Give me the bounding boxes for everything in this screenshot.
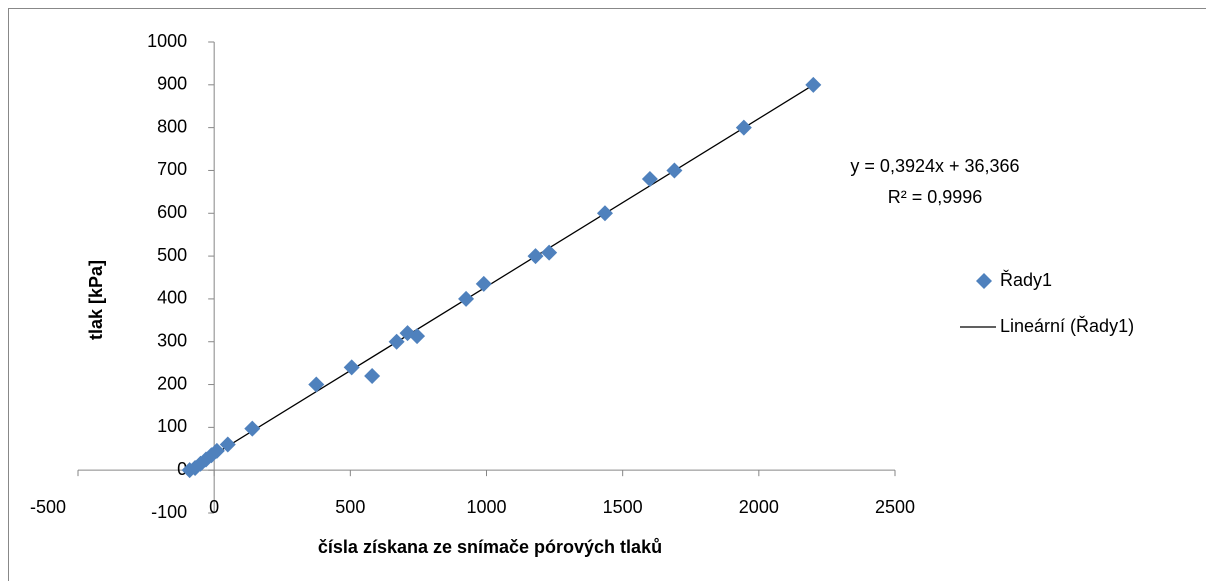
x-axis-title: čísla získana ze snímače pórových tlaků bbox=[318, 537, 662, 557]
point bbox=[541, 244, 558, 261]
y-tick-label: 500 bbox=[157, 245, 187, 265]
point bbox=[641, 171, 658, 188]
y-tick-label: -100 bbox=[151, 502, 187, 522]
x-tick-label: 2500 bbox=[875, 497, 915, 517]
point bbox=[805, 76, 822, 93]
point bbox=[735, 119, 752, 136]
x-tick-label: 1500 bbox=[603, 497, 643, 517]
y-tick-label: 400 bbox=[157, 288, 187, 308]
trendline bbox=[189, 84, 814, 471]
y-tick-label: 200 bbox=[157, 373, 187, 393]
point bbox=[244, 420, 261, 437]
y-tick-label: 900 bbox=[157, 74, 187, 94]
point bbox=[219, 436, 236, 453]
y-tick-label: 800 bbox=[157, 116, 187, 136]
trend-r2: R² = 0,9996 bbox=[888, 187, 983, 207]
legend-label: Řady1 bbox=[1000, 270, 1052, 290]
point bbox=[343, 359, 360, 376]
point bbox=[475, 275, 492, 292]
point bbox=[458, 290, 475, 307]
point bbox=[527, 248, 544, 265]
point bbox=[364, 367, 381, 384]
chart-border bbox=[8, 8, 1206, 581]
point bbox=[596, 205, 613, 222]
x-tick-label: 1000 bbox=[466, 497, 506, 517]
x-tick-label: 2000 bbox=[739, 497, 779, 517]
point bbox=[388, 333, 405, 350]
x-tick-label: 500 bbox=[335, 497, 365, 517]
point bbox=[208, 442, 225, 459]
y-tick-label: 700 bbox=[157, 159, 187, 179]
legend-marker bbox=[976, 273, 992, 289]
y-tick-label: 100 bbox=[157, 416, 187, 436]
y-tick-label: 1000 bbox=[147, 31, 187, 51]
point bbox=[409, 328, 426, 345]
point bbox=[666, 162, 683, 179]
x-tick-label: -500 bbox=[30, 497, 66, 517]
point bbox=[308, 376, 325, 393]
y-tick-label: 0 bbox=[177, 459, 187, 479]
y-tick-label: 600 bbox=[157, 202, 187, 222]
y-axis-title: tlak [kPa] bbox=[86, 260, 106, 340]
trend-equation: y = 0,3924x + 36,366 bbox=[850, 156, 1019, 176]
y-tick-label: 300 bbox=[157, 330, 187, 350]
x-tick-label: 0 bbox=[209, 497, 219, 517]
legend-label: Lineární (Řady1) bbox=[1000, 316, 1134, 336]
